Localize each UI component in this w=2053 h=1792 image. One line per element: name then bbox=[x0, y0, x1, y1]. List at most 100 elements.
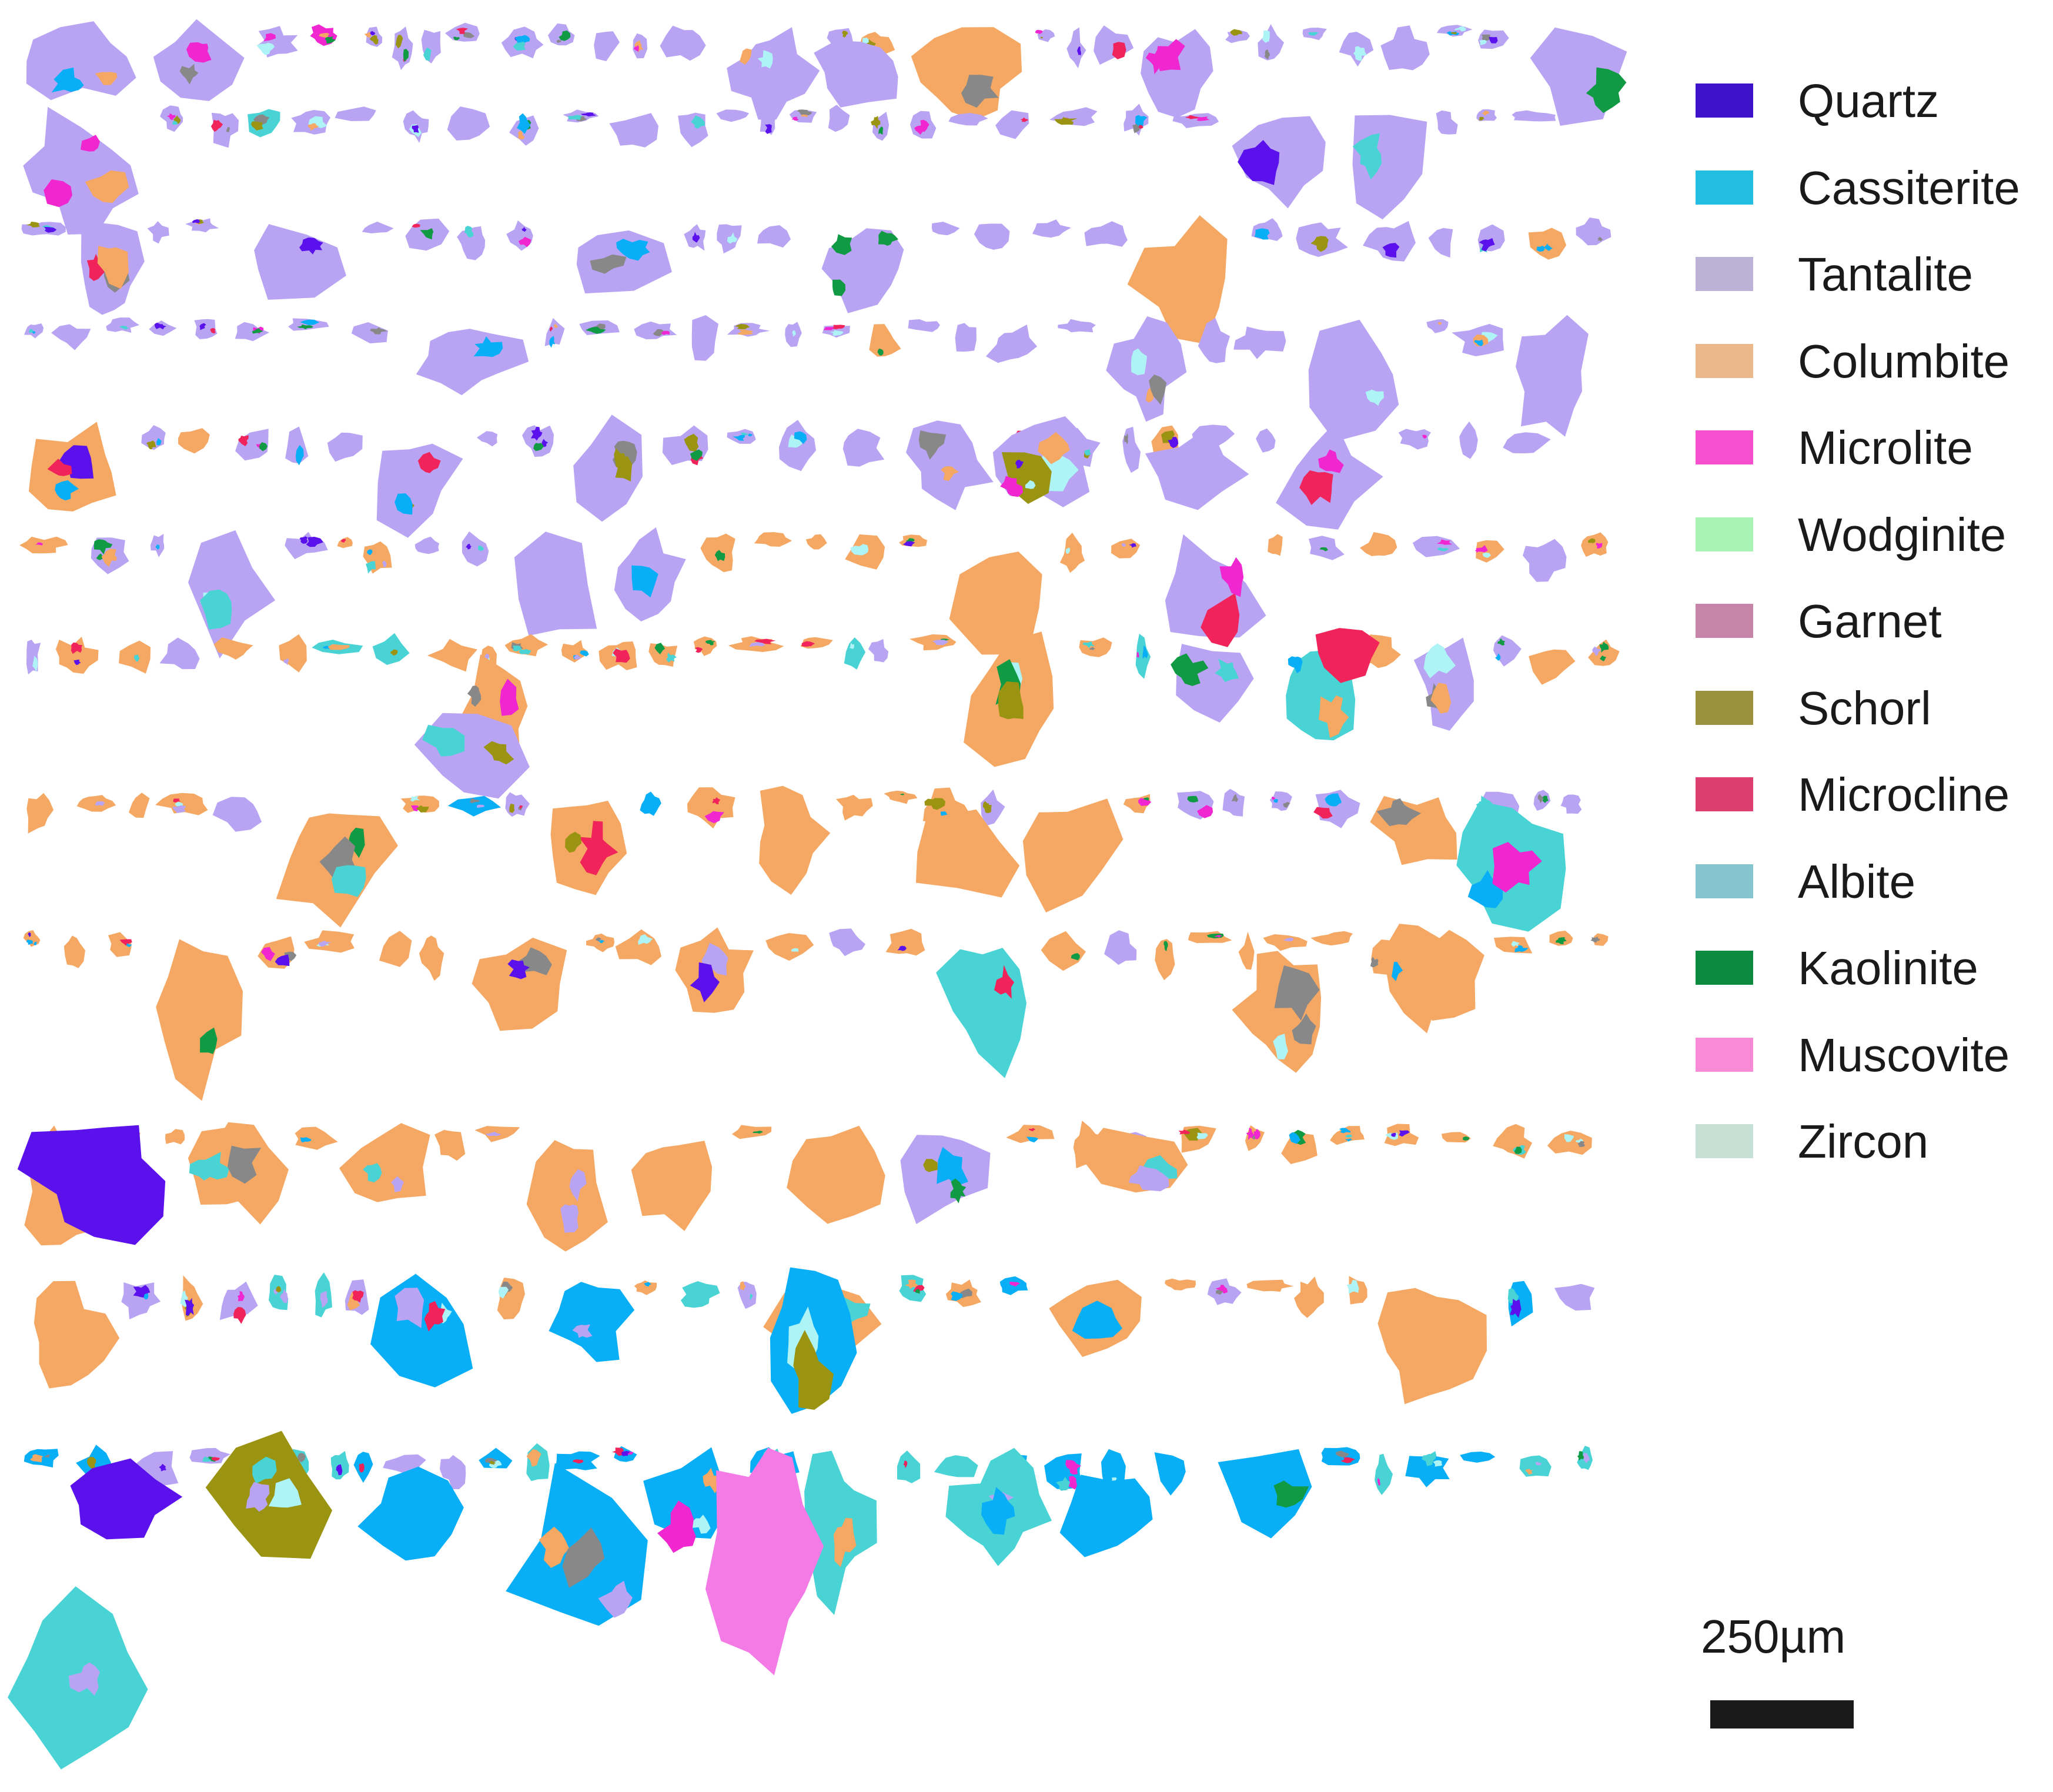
mineral-inclusion bbox=[1474, 339, 1483, 346]
mineral-inclusion bbox=[1536, 245, 1545, 252]
mineral-grain bbox=[526, 1443, 550, 1482]
mineral-inclusion bbox=[690, 449, 703, 461]
mineral-inclusion bbox=[226, 126, 230, 132]
mineral-inclusion bbox=[801, 641, 815, 647]
mineral-grain bbox=[1263, 934, 1308, 951]
mineral-inclusion bbox=[793, 1330, 834, 1410]
mineral-inclusion bbox=[189, 1152, 230, 1181]
mineral-inclusion bbox=[1262, 30, 1270, 43]
mineral-inclusion bbox=[341, 539, 346, 543]
mineral-inclusion bbox=[1577, 1141, 1586, 1147]
mineral-grain bbox=[899, 1275, 927, 1302]
mineral-grain bbox=[477, 431, 498, 447]
mineral-grain bbox=[836, 794, 873, 821]
mineral-inclusion bbox=[519, 805, 523, 809]
mineral-inclusion bbox=[1492, 842, 1542, 893]
mineral-inclusion bbox=[51, 67, 84, 93]
mineral-grain bbox=[931, 222, 960, 236]
mineral-inclusion bbox=[1392, 962, 1403, 981]
mineral-grain bbox=[1398, 429, 1431, 450]
mineral-inclusion bbox=[695, 647, 703, 653]
mineral-inclusion bbox=[1577, 1451, 1584, 1461]
mineral-grain bbox=[1127, 215, 1228, 345]
mineral-inclusion bbox=[626, 1450, 634, 1455]
mineral-inclusion bbox=[95, 801, 105, 806]
mineral-inclusion bbox=[597, 940, 606, 944]
mineral-inclusion bbox=[173, 798, 181, 803]
mineral-inclusion bbox=[498, 1286, 509, 1299]
mineral-inclusion bbox=[327, 644, 350, 650]
mineral-inclusion bbox=[521, 226, 527, 232]
mineral-grain bbox=[693, 636, 717, 656]
mineral-inclusion bbox=[765, 124, 772, 134]
mineral-grain bbox=[440, 1455, 466, 1489]
mineral-inclusion bbox=[252, 1456, 277, 1484]
mineral-inclusion bbox=[477, 804, 485, 808]
mineral-inclusion bbox=[259, 442, 268, 452]
mineral-inclusion bbox=[1600, 656, 1606, 661]
mineral-grain bbox=[457, 226, 486, 260]
mineral-grain bbox=[757, 225, 791, 248]
mineral-grain bbox=[351, 322, 389, 344]
mineral-inclusion bbox=[1474, 547, 1482, 553]
mineral-grain bbox=[1581, 532, 1609, 557]
mineral-grain bbox=[1359, 532, 1397, 556]
mineral-inclusion bbox=[1339, 1128, 1351, 1134]
mineral-inclusion bbox=[737, 329, 754, 335]
mineral-inclusion bbox=[246, 1482, 270, 1512]
mineral-inclusion bbox=[613, 648, 630, 663]
mineral-inclusion bbox=[877, 348, 884, 356]
mineral-grain bbox=[21, 222, 66, 236]
mineral-inclusion bbox=[900, 793, 905, 795]
mineral-inclusion bbox=[1542, 795, 1549, 803]
mineral-inclusion bbox=[1252, 1135, 1255, 1139]
mineral-inclusion bbox=[466, 544, 472, 550]
scale-bar bbox=[1710, 1700, 1854, 1729]
mineral-grain bbox=[1477, 224, 1505, 252]
mineral-inclusion bbox=[1437, 547, 1450, 551]
mineral-grain bbox=[908, 319, 940, 332]
mineral-grain bbox=[1079, 637, 1112, 657]
mineral-inclusion bbox=[336, 1464, 343, 1476]
mineral-inclusion bbox=[1142, 645, 1148, 659]
mineral-inclusion bbox=[842, 31, 848, 38]
mineral-grain bbox=[936, 948, 1026, 1078]
mineral-grain bbox=[1375, 1453, 1393, 1495]
mineral-inclusion bbox=[1196, 1132, 1208, 1139]
mineral-inclusion bbox=[1377, 1477, 1380, 1486]
mineral-grain bbox=[634, 321, 677, 340]
legend-label: Wodginite bbox=[1798, 508, 2007, 561]
mineral-inclusion bbox=[1171, 653, 1209, 686]
mineral-inclusion bbox=[549, 336, 556, 348]
legend-swatch bbox=[1696, 430, 1753, 464]
mineral-inclusion bbox=[172, 805, 186, 813]
mineral-inclusion bbox=[1089, 647, 1095, 651]
mineral-grain bbox=[705, 1447, 824, 1676]
mineral-inclusion bbox=[703, 1467, 720, 1493]
legend-swatch bbox=[1696, 604, 1753, 638]
mineral-grain bbox=[419, 935, 444, 981]
mineral-grain bbox=[974, 223, 1010, 250]
mineral-grain bbox=[1512, 110, 1556, 122]
mineral-inclusion bbox=[735, 324, 750, 329]
mineral-inclusion bbox=[1494, 653, 1501, 661]
mineral-inclusion bbox=[370, 31, 375, 35]
mineral-grain bbox=[1560, 794, 1582, 814]
mineral-grain bbox=[1104, 930, 1137, 965]
mineral-inclusion bbox=[644, 1282, 651, 1287]
mineral-grain bbox=[121, 1282, 161, 1320]
mineral-inclusion bbox=[507, 959, 530, 979]
mineral-inclusion bbox=[1467, 870, 1503, 908]
mineral-grain bbox=[1412, 536, 1460, 557]
mineral-grain bbox=[1246, 1279, 1294, 1292]
mineral-inclusion bbox=[1318, 449, 1344, 473]
mineral-inclusion bbox=[1450, 32, 1457, 35]
mineral-grain bbox=[1428, 228, 1453, 258]
mineral-inclusion bbox=[519, 649, 531, 655]
mineral-inclusion bbox=[467, 686, 482, 707]
mineral-grain bbox=[156, 939, 243, 1101]
mineral-grain bbox=[787, 1125, 885, 1224]
mineral-grain bbox=[985, 325, 1038, 363]
mineral-inclusion bbox=[1423, 643, 1456, 678]
mineral-grain bbox=[1238, 931, 1255, 970]
